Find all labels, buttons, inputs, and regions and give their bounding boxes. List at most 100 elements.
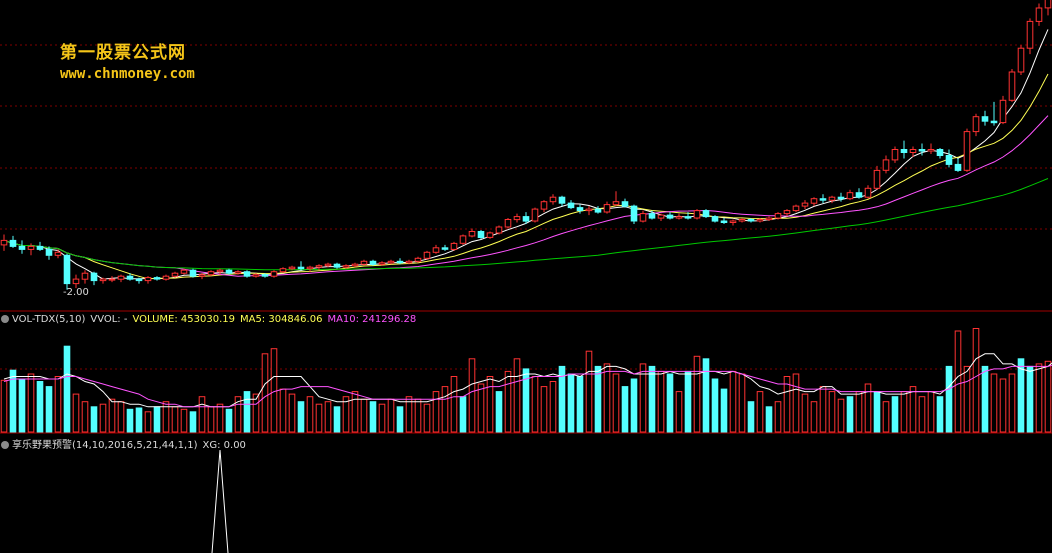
candle-body — [729, 220, 737, 223]
volume-bar — [738, 373, 746, 433]
candle-body — [675, 216, 683, 219]
candle-body — [234, 271, 242, 274]
vvol-value: VVOL: - — [90, 314, 128, 325]
candle-body — [936, 149, 944, 156]
candle-body — [81, 272, 89, 280]
candle-body — [423, 251, 431, 259]
volume-bar — [216, 403, 224, 433]
volume-bar — [279, 388, 287, 433]
volume-bar — [612, 373, 620, 433]
candle-body — [1035, 7, 1043, 22]
candle-body — [90, 272, 98, 282]
candle-body — [270, 271, 278, 277]
volume-bar — [675, 391, 683, 433]
volume-bar — [963, 365, 971, 433]
candle-body — [540, 201, 548, 210]
volume-bar — [225, 408, 233, 433]
candle-body — [621, 201, 629, 207]
candle-body — [468, 231, 476, 237]
candle-body — [18, 245, 26, 250]
volume-bar — [333, 406, 341, 433]
volume-bar — [666, 373, 674, 433]
candle-body — [891, 149, 899, 161]
volume-bar — [252, 393, 260, 433]
candle-body — [639, 213, 647, 222]
candle-body — [0, 239, 8, 246]
ma20-line — [3, 115, 1049, 277]
volume-bar — [621, 386, 629, 433]
candle-body — [459, 235, 467, 244]
volume-bar — [63, 345, 71, 433]
volume-bar — [261, 353, 269, 433]
price-annotation: -2.00 — [63, 287, 89, 298]
candle-body — [54, 251, 62, 256]
candle-body — [45, 248, 53, 256]
volume-bar — [531, 376, 539, 433]
volume-bar — [828, 391, 836, 433]
candle-body — [369, 260, 377, 265]
volume-bar — [1035, 363, 1043, 433]
volume-bar — [594, 365, 602, 433]
candle-body — [72, 278, 80, 285]
candle-body — [396, 260, 404, 264]
candle-body — [1026, 20, 1034, 49]
volume-bar — [954, 330, 962, 433]
candle-body — [522, 216, 530, 222]
candle-body — [963, 131, 971, 171]
candle-body — [486, 232, 494, 238]
volume-bar — [756, 391, 764, 433]
volume-bar — [576, 376, 584, 433]
indicator-toggle-icon[interactable] — [1, 315, 9, 323]
volume-bar — [603, 363, 611, 433]
volume-bar — [135, 407, 143, 433]
indicator-toggle-icon[interactable] — [1, 441, 9, 449]
ma60-line — [3, 178, 1049, 271]
volume-bar — [945, 365, 953, 433]
candle-body — [819, 198, 827, 201]
volume-bar — [99, 403, 107, 433]
candle-body — [954, 163, 962, 171]
volume-bar — [792, 373, 800, 433]
candle-body — [972, 116, 980, 133]
candle-body — [207, 271, 215, 276]
candle-body — [999, 99, 1007, 124]
volume-bar — [270, 348, 278, 433]
watermark-title: 第一股票公式网 — [60, 43, 186, 63]
volume-bar — [693, 355, 701, 433]
ma10-line — [3, 73, 1049, 280]
candle-body — [1008, 71, 1016, 101]
signal-indicator-name[interactable]: 享乐野果预警(14,10,2016,5,21,44,1,1) — [12, 440, 198, 451]
volume-bar — [351, 391, 359, 433]
volume-bar — [126, 408, 134, 433]
candle-body — [180, 269, 188, 274]
candle-body — [414, 257, 422, 262]
candle-body — [108, 278, 116, 281]
volume-bar — [243, 391, 251, 433]
volume-indicator-name[interactable]: VOL-TDX(5,10) — [12, 314, 86, 325]
volume-bar — [783, 376, 791, 433]
candle-body — [864, 187, 872, 198]
candle-body — [684, 216, 692, 219]
volume-bar — [432, 391, 440, 433]
volume-bar — [180, 408, 188, 433]
candle-body — [162, 275, 170, 280]
candle-body — [171, 272, 179, 277]
volume-bar — [108, 398, 116, 433]
volume-bar — [567, 373, 575, 433]
candle-body — [225, 269, 233, 274]
candle-body — [558, 196, 566, 204]
volume-bar — [198, 396, 206, 433]
volume-bar — [162, 401, 170, 433]
volume-bar — [378, 403, 386, 433]
ma5-value: MA5: 304846.06 — [239, 314, 323, 325]
volume-bar — [45, 386, 53, 433]
candle-body — [63, 254, 71, 285]
volume-bar — [981, 365, 989, 433]
volume-bar — [648, 365, 656, 433]
volume-value: VOLUME: 453030.19 — [132, 314, 235, 325]
volume-bar — [468, 358, 476, 433]
volume-bar — [1044, 360, 1052, 433]
volume-bar — [855, 391, 863, 433]
volume-bar — [306, 396, 314, 433]
